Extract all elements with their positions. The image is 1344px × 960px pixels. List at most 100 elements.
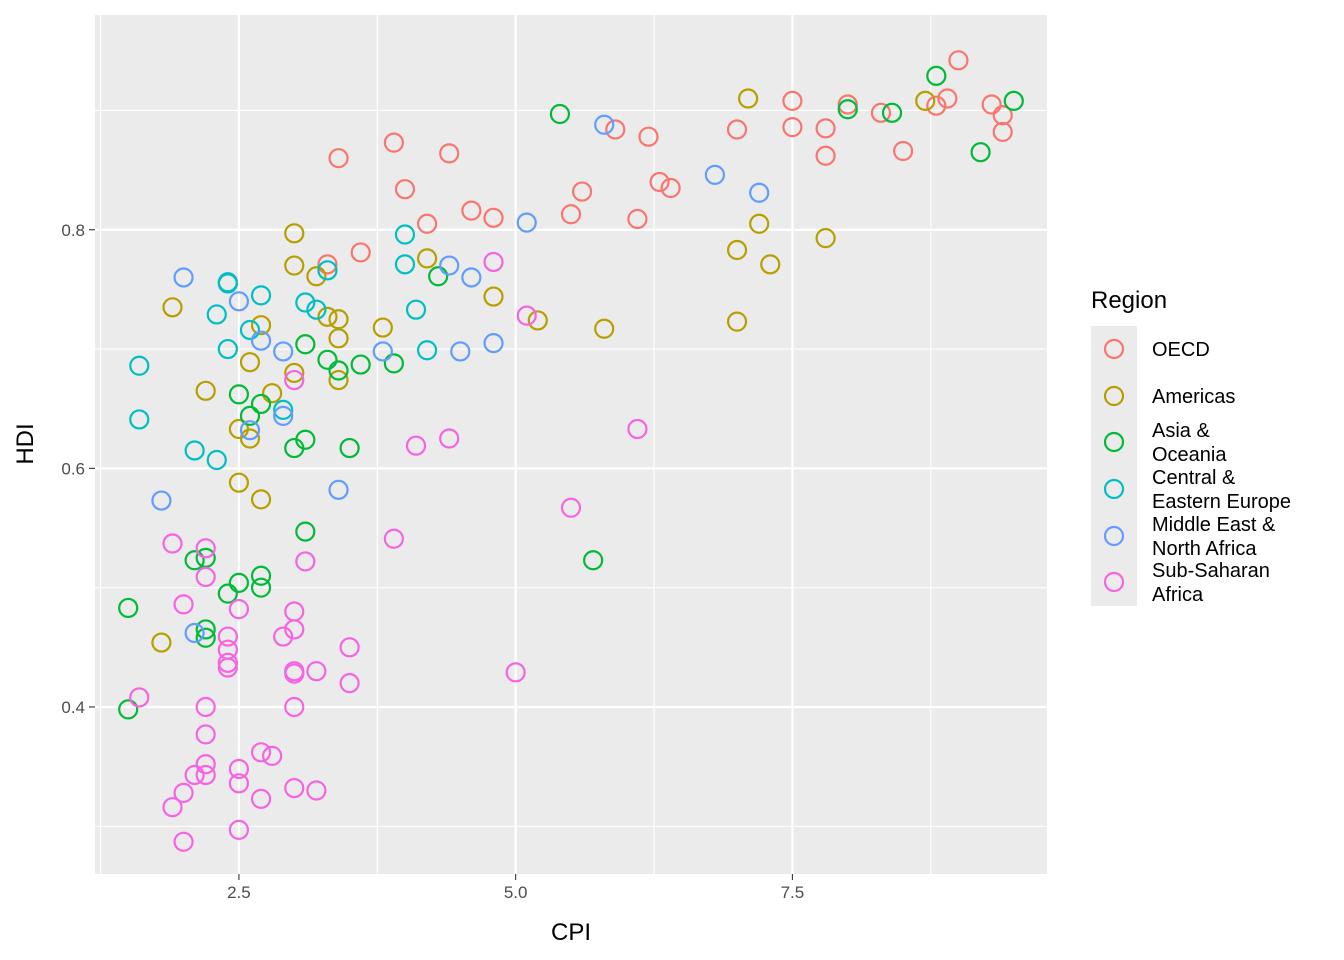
y-axis-ticks: 0.4 0.6 0.8	[61, 221, 95, 717]
y-tick-label: 0.4	[61, 698, 85, 717]
data-point	[284, 437, 305, 459]
legend-key	[1103, 431, 1125, 453]
data-point	[195, 764, 216, 786]
data-point	[726, 311, 748, 332]
data-point	[239, 420, 261, 441]
data-point	[726, 239, 748, 261]
data-point	[295, 292, 316, 313]
series-group	[317, 50, 1013, 275]
data-point	[317, 260, 338, 281]
data-point	[926, 95, 947, 116]
data-point	[948, 50, 969, 71]
data-point	[250, 489, 272, 510]
data-point	[195, 627, 216, 648]
data-point	[339, 673, 360, 694]
data-point	[394, 179, 416, 200]
minor-gridlines	[95, 15, 1047, 874]
data-point	[815, 118, 836, 139]
data-point	[250, 393, 272, 415]
y-tick-label: 0.8	[61, 221, 85, 240]
y-axis-title: HDI	[12, 423, 39, 464]
data-point	[184, 440, 205, 461]
data-point	[295, 551, 316, 572]
data-point	[594, 114, 615, 135]
data-point	[405, 299, 427, 320]
data-point	[749, 213, 770, 234]
data-point	[317, 254, 338, 275]
data-point	[228, 418, 250, 440]
data-point	[195, 696, 216, 718]
series-group	[129, 224, 438, 471]
legend-label: Oceania	[1152, 444, 1227, 466]
data-point	[250, 577, 272, 598]
data-point	[228, 572, 250, 593]
data-point	[217, 626, 238, 647]
data-point	[416, 248, 438, 269]
data-point	[250, 315, 272, 336]
data-point	[881, 102, 903, 123]
legend-label: Sub-Saharan	[1152, 560, 1270, 582]
data-point	[704, 164, 726, 185]
x-axis-ticks: 2.5 5.0 7.5	[227, 874, 804, 902]
data-point	[461, 200, 482, 221]
data-point	[250, 788, 272, 809]
data-point	[328, 369, 349, 391]
data-point	[273, 626, 294, 647]
data-point	[284, 777, 305, 799]
data-point	[195, 380, 216, 401]
data-point	[217, 273, 238, 294]
data-point	[428, 266, 449, 287]
data-point	[416, 340, 438, 361]
data-point	[118, 699, 139, 720]
data-point	[627, 418, 648, 440]
data-point	[228, 599, 250, 620]
data-point	[549, 103, 571, 125]
major-gridlines	[95, 15, 1047, 874]
data-point	[516, 212, 537, 233]
data-point	[738, 88, 759, 109]
data-point	[483, 332, 504, 354]
data-point	[405, 435, 427, 456]
data-point	[173, 594, 194, 615]
data-point	[372, 317, 393, 338]
legend-label: Middle East &	[1152, 514, 1276, 536]
legend-key	[1103, 385, 1125, 407]
data-point	[439, 428, 460, 449]
data-point	[228, 773, 250, 794]
data-point	[383, 353, 404, 374]
legend: Region OECD Americas Asia &OceaniaCentral …	[1091, 287, 1291, 606]
data-point	[284, 369, 305, 391]
data-point	[273, 405, 294, 426]
data-point	[660, 177, 681, 199]
data-point	[837, 94, 858, 115]
data-point	[760, 254, 781, 275]
legend-key	[1103, 571, 1125, 593]
series-group	[151, 88, 936, 653]
data-point	[937, 88, 958, 109]
data-point	[339, 437, 360, 459]
data-point	[118, 597, 139, 619]
data-point	[250, 565, 272, 586]
data-point	[228, 291, 250, 312]
data-point	[317, 306, 338, 327]
data-point	[992, 121, 1013, 143]
data-point	[284, 362, 305, 384]
legend-label: Africa	[1152, 584, 1204, 606]
data-point	[583, 550, 604, 571]
data-point	[217, 583, 238, 604]
data-point	[206, 304, 227, 325]
legend-key-background	[1091, 326, 1137, 606]
x-tick-label: 7.5	[781, 883, 805, 902]
data-point	[638, 126, 659, 147]
data-point	[837, 99, 858, 120]
data-point	[295, 521, 316, 542]
data-point	[206, 449, 227, 471]
data-point	[162, 297, 183, 318]
data-point	[328, 328, 349, 349]
data-point	[284, 255, 305, 276]
data-point	[228, 384, 250, 405]
legend-label: Americas	[1152, 386, 1235, 408]
data-point	[273, 399, 294, 421]
data-point	[284, 696, 305, 718]
